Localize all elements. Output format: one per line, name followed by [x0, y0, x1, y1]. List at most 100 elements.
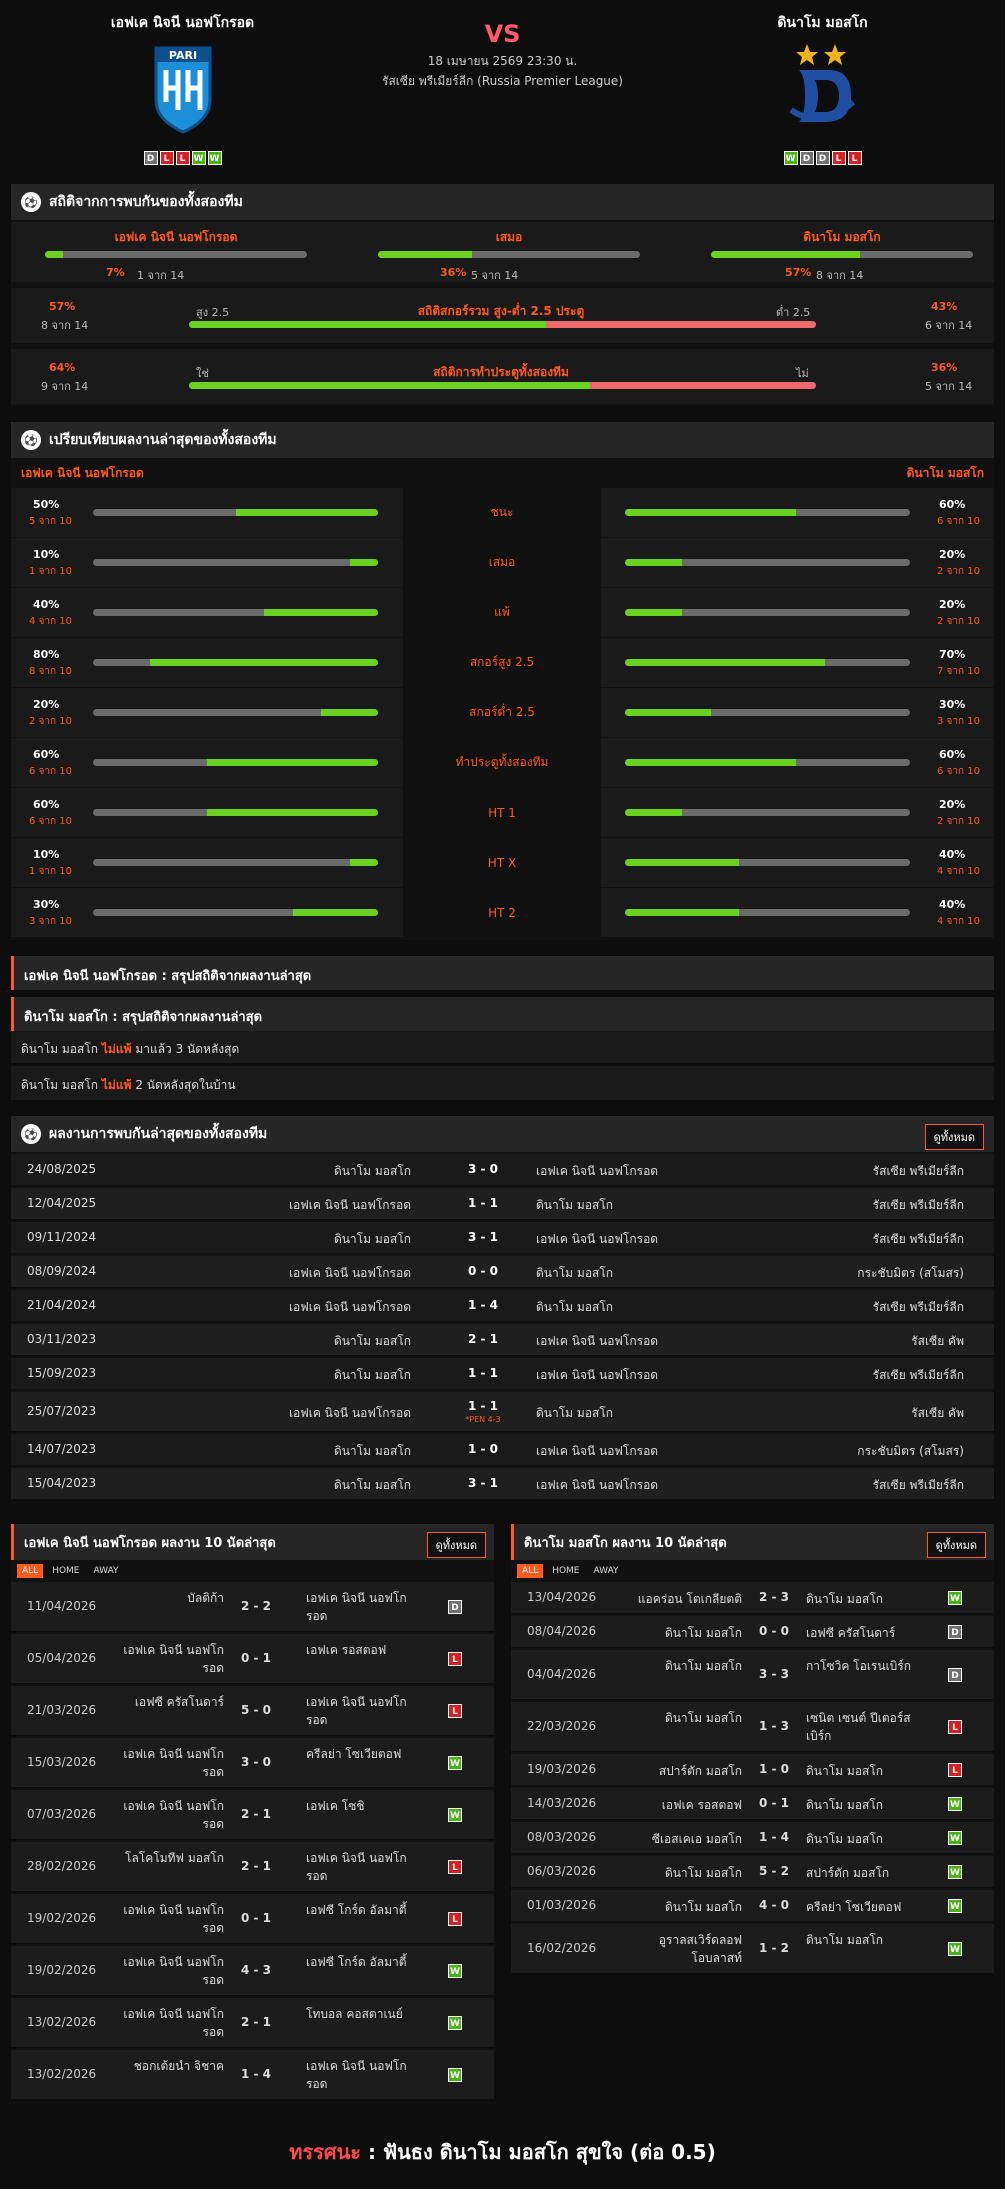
- match-home[interactable]: เอฟเค นิจนี นอฟโกรอด: [123, 1747, 224, 1779]
- tab-away[interactable]: AWAY: [93, 1566, 119, 1576]
- table-row[interactable]: 08/09/2024 เอฟเค นิจนี นอฟโกรอด 0 - 0 ดินาโ…: [11, 1256, 994, 1288]
- league-name[interactable]: รัสเซีย พรีเมียร์ลีก (Russia Premier Lea…: [382, 74, 623, 88]
- match-home[interactable]: สปาร์ตัก มอสโก: [658, 1764, 742, 1778]
- table-row[interactable]: 07/03/2026 เอฟเค นิจนี นอฟโกรอด 2 - 1 เอฟเค…: [11, 1790, 494, 1840]
- table-row[interactable]: 28/02/2026 โลโคโมทีฟ มอสโก 2 - 1 เอฟเค นิจน…: [11, 1842, 494, 1892]
- match-away[interactable]: เอฟเค นิจนี นอฟโกรอด: [306, 1695, 407, 1727]
- see-all-button[interactable]: ดูทั้งหมด: [924, 1124, 984, 1150]
- match-score[interactable]: 3 - 1: [467, 1476, 499, 1490]
- match-away[interactable]: ดินาโม มอสโก: [536, 1300, 614, 1314]
- match-away[interactable]: ดินาโม มอสโก: [806, 1592, 884, 1606]
- match-away[interactable]: ดินาโม มอสโก: [806, 1933, 884, 1947]
- match-competition[interactable]: รัสเซีย พรีเมียร์ลีก: [872, 1478, 964, 1492]
- match-away[interactable]: เอฟเค นิจนี นอฟโกรอด: [536, 1334, 659, 1348]
- table-row[interactable]: 14/03/2026 เอฟเค รอสตอฟ 0 - 1 ดินาโม มอสโก W: [511, 1788, 994, 1820]
- table-row[interactable]: 24/08/2025 ดินาโม มอสโก 3 - 0 เอฟเค นิจนี น…: [11, 1154, 994, 1186]
- match-home[interactable]: ดินาโม มอสโก: [333, 1478, 411, 1492]
- home-team-logo[interactable]: PARI: [152, 44, 214, 134]
- match-home[interactable]: ดินาโม มอสโก: [664, 1900, 742, 1914]
- match-home[interactable]: ดินาโม มอสโก: [664, 1626, 742, 1640]
- match-competition[interactable]: รัสเซีย พรีเมียร์ลีก: [872, 1198, 964, 1212]
- table-row[interactable]: 06/03/2026 ดินาโม มอสโก 5 - 2 สปาร์ตัก มอสโ…: [511, 1856, 994, 1888]
- table-row[interactable]: 11/04/2026 บัลติก้า 2 - 2 เอฟเค นิจนี นอฟโก…: [11, 1582, 494, 1632]
- table-row[interactable]: 21/03/2026 เอฟซี ครัสโนดาร์ 5 - 0 เอฟเค นิจ…: [11, 1686, 494, 1736]
- match-away[interactable]: เซนิต เซนต์ ปีเตอร์สเบิร์ก: [806, 1711, 911, 1743]
- match-home[interactable]: ซีเอสเคเอ มอสโก: [651, 1832, 742, 1846]
- home-team-name[interactable]: เอฟเค นิจนี นอฟโกรอด: [110, 15, 255, 31]
- tab-home[interactable]: HOME: [552, 1566, 580, 1576]
- match-away[interactable]: ดินาโม มอสโก: [806, 1798, 884, 1812]
- table-row[interactable]: 09/11/2024 ดินาโม มอสโก 3 - 1 เอฟเค นิจนี น…: [11, 1222, 994, 1254]
- tab-away[interactable]: AWAY: [593, 1566, 619, 1576]
- table-row[interactable]: 14/07/2023 ดินาโม มอสโก 1 - 0 เอฟเค นิจนี น…: [11, 1434, 994, 1466]
- match-home[interactable]: แอคร่อน โตเกลียตติ: [637, 1592, 742, 1606]
- match-away[interactable]: เอฟเค โซชิ: [306, 1799, 365, 1813]
- match-away[interactable]: ดินาโม มอสโก: [536, 1198, 614, 1212]
- match-score[interactable]: 2 - 1: [467, 1332, 499, 1346]
- match-away[interactable]: ครีลย่า โซเวียตอฟ: [306, 1747, 402, 1761]
- match-away[interactable]: เอฟเค นิจนี นอฟโกรอด: [536, 1444, 659, 1458]
- match-away[interactable]: เอฟซี ครัสโนดาร์: [806, 1626, 896, 1640]
- match-home[interactable]: เอฟเค นิจนี นอฟโกรอด: [123, 2007, 224, 2039]
- match-home[interactable]: ดินาโม มอสโก: [333, 1334, 411, 1348]
- match-home[interactable]: เอฟเค นิจนี นอฟโกรอด: [288, 1300, 411, 1314]
- table-row[interactable]: 19/02/2026 เอฟเค นิจนี นอฟโกรอด 0 - 1 เอฟซี…: [11, 1894, 494, 1944]
- match-away[interactable]: เอฟซี โกร์ด อัลมาตี้: [306, 1903, 407, 1917]
- tab-home[interactable]: HOME: [52, 1566, 80, 1576]
- match-home[interactable]: ชอกเต้ยนำ จิชาค: [133, 2059, 224, 2073]
- away-team-name[interactable]: ดินาโม มอสโก: [777, 15, 868, 31]
- match-competition[interactable]: รัสเซีย พรีเมียร์ลีก: [872, 1300, 964, 1314]
- match-competition[interactable]: รัสเซีย พรีเมียร์ลีก: [872, 1232, 964, 1246]
- table-row[interactable]: 01/03/2026 ดินาโม มอสโก 4 - 0 ครีลย่า โซเวี…: [511, 1890, 994, 1922]
- match-home[interactable]: เอฟเค รอสตอฟ: [661, 1798, 742, 1812]
- match-away[interactable]: โทบอล คอสตาเนย์: [306, 2007, 403, 2021]
- table-row[interactable]: 12/04/2025 เอฟเค นิจนี นอฟโกรอด 1 - 1 ดินาโ…: [11, 1188, 994, 1220]
- match-score[interactable]: 0 - 0: [467, 1264, 499, 1278]
- match-home[interactable]: บัลติก้า: [187, 1591, 224, 1605]
- match-away[interactable]: เอฟซี โกร์ด อัลมาตี้: [306, 1955, 407, 1969]
- match-away[interactable]: กาโซวิค โอเรนเบิร์ก: [806, 1659, 912, 1673]
- match-home[interactable]: อูราลสเวิร์ดลอฟ โอบลาสท์: [658, 1933, 742, 1965]
- match-away[interactable]: เอฟเค นิจนี นอฟโกรอด: [306, 2059, 407, 2091]
- match-competition[interactable]: รัสเซีย พรีเมียร์ลีก: [872, 1164, 964, 1178]
- table-row[interactable]: 08/03/2026 ซีเอสเคเอ มอสโก 1 - 4 ดินาโม มอส…: [511, 1822, 994, 1854]
- match-score[interactable]: 3 - 1: [467, 1230, 499, 1244]
- tab-all[interactable]: ALL: [517, 1564, 544, 1578]
- table-row[interactable]: 03/11/2023 ดินาโม มอสโก 2 - 1 เอฟเค นิจนี น…: [11, 1324, 994, 1356]
- table-row[interactable]: 05/04/2026 เอฟเค นิจนี นอฟโกรอด 0 - 1 เอฟเค…: [11, 1634, 494, 1684]
- match-home[interactable]: ดินาโม มอสโก: [333, 1164, 411, 1178]
- table-row[interactable]: 15/09/2023 ดินาโม มอสโก 1 - 1 เอฟเค นิจนี น…: [11, 1358, 994, 1390]
- match-away[interactable]: ครีลย่า โซเวียตอฟ: [806, 1900, 902, 1914]
- match-away[interactable]: เอฟเค นิจนี นอฟโกรอด: [536, 1164, 659, 1178]
- table-row[interactable]: 22/03/2026 ดินาโม มอสโก 1 - 3 เซนิต เซนต์ ป…: [511, 1702, 994, 1752]
- match-competition[interactable]: กระชับมิตร (สโมสร): [857, 1266, 964, 1280]
- match-home[interactable]: ดินาโม มอสโก: [664, 1659, 742, 1673]
- table-row[interactable]: 19/02/2026 เอฟเค นิจนี นอฟโกรอด 4 - 3 เอฟซี…: [11, 1946, 494, 1996]
- match-home[interactable]: ดินาโม มอสโก: [664, 1866, 742, 1880]
- away-team-logo[interactable]: [785, 40, 857, 136]
- match-away[interactable]: เอฟเค นิจนี นอฟโกรอด: [536, 1368, 659, 1382]
- match-score[interactable]: 3 - 0: [467, 1162, 499, 1176]
- match-away[interactable]: ดินาโม มอสโก: [536, 1266, 614, 1280]
- table-row[interactable]: 15/03/2026 เอฟเค นิจนี นอฟโกรอด 3 - 0 ครีลย…: [11, 1738, 494, 1788]
- match-home[interactable]: ดินาโม มอสโก: [333, 1444, 411, 1458]
- table-row[interactable]: 15/04/2023 ดินาโม มอสโก 3 - 1 เอฟเค นิจนี น…: [11, 1468, 994, 1500]
- table-row[interactable]: 16/02/2026 อูราลสเวิร์ดลอฟ โอบลาสท์ 1 - 2 ด…: [511, 1924, 994, 1974]
- match-away[interactable]: ดินาโม มอสโก: [806, 1832, 884, 1846]
- compare-away-team[interactable]: ดินาโม มอสโก: [906, 466, 984, 480]
- match-away[interactable]: เอฟเค รอสตอฟ: [306, 1643, 387, 1657]
- match-away[interactable]: เอฟเค นิจนี นอฟโกรอด: [536, 1478, 659, 1492]
- match-competition[interactable]: รัสเซีย คัพ: [911, 1334, 964, 1348]
- match-home[interactable]: โลโคโมทีฟ มอสโก: [125, 1851, 224, 1865]
- match-away[interactable]: ดินาโม มอสโก: [536, 1406, 614, 1420]
- match-home[interactable]: เอฟเค นิจนี นอฟโกรอด: [288, 1198, 411, 1212]
- compare-home-team[interactable]: เอฟเค นิจนี นอฟโกรอด: [21, 466, 144, 480]
- see-all-button[interactable]: ดูทั้งหมด: [426, 1532, 486, 1558]
- tab-all[interactable]: ALL: [17, 1564, 44, 1578]
- table-row[interactable]: 13/04/2026 แอคร่อน โตเกลียตติ 2 - 3 ดินาโม …: [511, 1582, 994, 1614]
- table-row[interactable]: 13/02/2026 เอฟเค นิจนี นอฟโกรอด 2 - 1 โทบอล…: [11, 1998, 494, 2048]
- match-competition[interactable]: รัสเซีย พรีเมียร์ลีก: [872, 1368, 964, 1382]
- match-home[interactable]: เอฟซี ครัสโนดาร์: [134, 1695, 224, 1709]
- match-score[interactable]: 1 - 1: [467, 1196, 499, 1210]
- see-all-button[interactable]: ดูทั้งหมด: [926, 1532, 986, 1558]
